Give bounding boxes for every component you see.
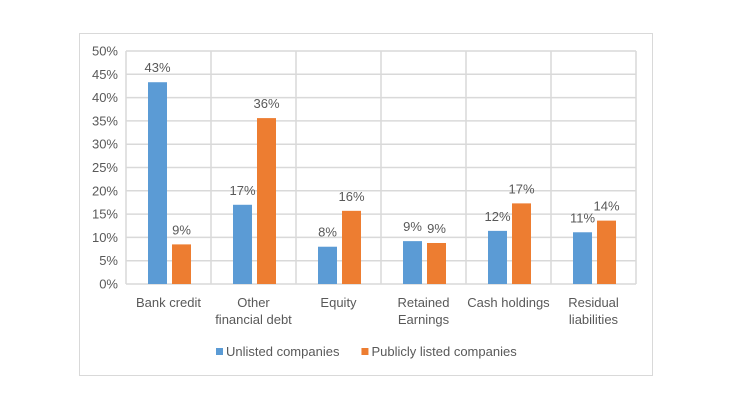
data-label: 36%	[253, 96, 279, 111]
bar-listed	[512, 203, 531, 284]
x-tick-label: Earnings	[398, 312, 450, 327]
x-tick-label: Retained	[397, 295, 449, 310]
data-label: 43%	[144, 60, 170, 75]
legend-swatch	[216, 348, 223, 355]
data-label: 12%	[484, 209, 510, 224]
data-label: 16%	[338, 189, 364, 204]
y-tick-label: 35%	[92, 113, 118, 128]
x-tick-label: Bank credit	[136, 295, 201, 310]
data-label: 14%	[593, 199, 619, 214]
bar-listed	[172, 244, 191, 284]
bar-unlisted	[318, 246, 337, 284]
y-tick-label: 20%	[92, 183, 118, 198]
legend: Unlisted companies Publicly listed compan…	[216, 344, 517, 359]
bar-listed	[257, 118, 276, 284]
y-tick-label: 50%	[92, 44, 118, 59]
bar-unlisted	[148, 82, 167, 284]
data-label: 11%	[570, 210, 595, 225]
x-tick-label: financial debt	[215, 312, 292, 327]
y-tick-label: 10%	[92, 230, 118, 245]
data-label: 9%	[427, 221, 446, 236]
y-tick-label: 15%	[92, 207, 118, 222]
x-tick-label: Equity	[320, 295, 357, 310]
bar-unlisted	[488, 230, 507, 284]
y-tick-label: 0%	[99, 277, 118, 292]
bar-unlisted	[403, 241, 422, 284]
bar-unlisted	[233, 204, 252, 284]
legend-swatch	[361, 348, 369, 355]
x-tick-label: liabilities	[569, 312, 619, 327]
x-tick-label: Cash holdings	[467, 295, 550, 310]
y-tick-label: 30%	[92, 137, 118, 152]
x-tick-label: Other	[237, 295, 270, 310]
bar-unlisted	[573, 232, 592, 284]
y-tick-label: 40%	[92, 90, 118, 105]
bar-listed	[427, 242, 446, 284]
legend-label: Unlisted companies	[226, 344, 340, 359]
bar-listed	[597, 220, 616, 284]
y-tick-label: 45%	[92, 67, 118, 82]
data-label: 17%	[508, 181, 534, 196]
data-label: 17%	[229, 183, 255, 198]
y-tick-label: 5%	[99, 253, 118, 268]
bar-listed	[342, 210, 361, 284]
data-label: 8%	[318, 225, 337, 240]
x-tick-label: Residual	[568, 295, 619, 310]
legend-label: Publicly listed companies	[371, 344, 517, 359]
data-label: 9%	[403, 219, 422, 234]
y-tick-label: 25%	[92, 160, 118, 175]
data-label: 9%	[172, 222, 191, 237]
chart-frame	[79, 33, 653, 376]
